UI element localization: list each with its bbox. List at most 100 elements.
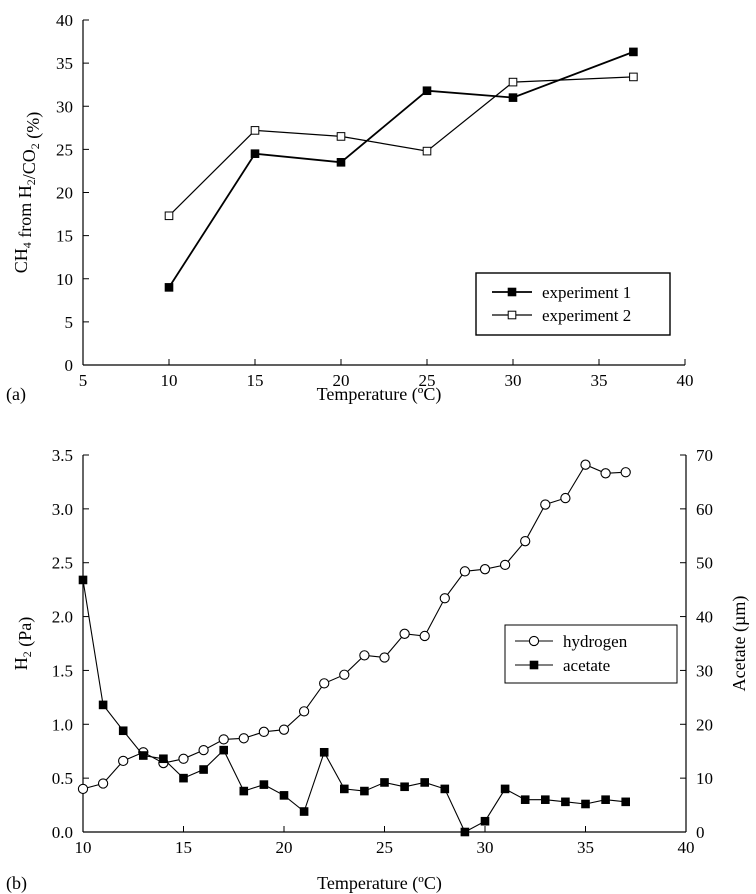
data-point: [439, 593, 450, 604]
data-point: [480, 816, 490, 826]
legend-box: [504, 624, 678, 684]
y2-tick-label: 30: [696, 661, 713, 680]
data-point: [500, 784, 510, 794]
y2-axis-title: Acetate (µm): [729, 596, 750, 692]
data-point: [299, 807, 309, 816]
data-point: [278, 724, 290, 735]
y2-tick-label: 20: [696, 715, 713, 734]
y-tick-label: 0.5: [52, 769, 73, 788]
data-point: [508, 93, 518, 102]
y2-tick-label: 50: [696, 554, 713, 573]
data-point: [520, 795, 530, 804]
x-tick-label: 25: [376, 838, 393, 857]
data-point: [420, 778, 429, 787]
legend-label: experiment 2: [542, 306, 631, 325]
data-point: [560, 492, 571, 504]
data-point: [340, 784, 349, 794]
legend-label: acetate: [563, 656, 610, 675]
data-point: [360, 786, 369, 796]
x-tick-label: 40: [677, 371, 694, 390]
data-point: [629, 47, 638, 57]
data-point: [541, 795, 550, 804]
y-tick-label: 5: [65, 313, 74, 332]
data-point: [336, 158, 346, 167]
y2-tick-label: 10: [696, 769, 713, 788]
y-tick-label: 3.5: [52, 446, 73, 465]
x-tick-label: 20: [333, 371, 350, 390]
chart-b: 0.0 0.5 1.0 1.5 2.0 2.5 3.0 3.5 0 10 20 30 40 50 60 70 1…: [6, 446, 750, 894]
y2-tick-label: 40: [696, 608, 713, 627]
data-point: [422, 146, 432, 156]
data-point: [621, 797, 631, 807]
data-point: [399, 628, 410, 639]
y-tick-label: 0.0: [52, 823, 73, 842]
y-tick-label: 20: [56, 184, 73, 203]
data-point: [198, 744, 209, 756]
data-point: [459, 566, 471, 577]
data-point: [508, 77, 518, 87]
data-point: [77, 783, 89, 795]
y2-tick-label: 70: [696, 446, 713, 465]
data-point: [238, 733, 249, 744]
series-line: [168, 76, 634, 217]
series-line: [82, 464, 626, 790]
legend-marker: [507, 310, 517, 320]
y-tick-label: 1.0: [52, 715, 73, 734]
data-point: [219, 745, 228, 755]
data-point: [164, 283, 174, 292]
legend-label: hydrogen: [563, 632, 628, 651]
y2-tick-label: 0: [696, 823, 705, 842]
data-point: [97, 778, 109, 789]
legend-marker: [528, 635, 540, 647]
data-point: [336, 132, 346, 141]
y-tick-label: 35: [56, 54, 73, 73]
y-tick-label: 15: [56, 227, 73, 246]
data-point: [400, 782, 409, 792]
y-tick-label: 40: [56, 11, 73, 30]
data-point: [199, 765, 208, 774]
data-point: [279, 791, 289, 800]
y-tick-label: 25: [56, 140, 73, 159]
data-point: [419, 630, 430, 642]
y-tick-label: 2.5: [52, 554, 73, 573]
data-point: [380, 778, 389, 787]
data-point: [178, 753, 189, 764]
data-point: [164, 211, 174, 221]
x-tick-label: 40: [678, 838, 695, 857]
series-line: [82, 579, 626, 833]
data-point: [250, 149, 260, 158]
data-point: [258, 726, 270, 737]
x-tick-label: 35: [577, 838, 594, 857]
data-point: [239, 786, 249, 796]
data-point: [460, 827, 470, 837]
data-point: [520, 536, 531, 547]
x-tick-label: 30: [477, 838, 494, 857]
data-point: [561, 797, 570, 807]
data-point: [218, 734, 229, 745]
data-point: [319, 747, 329, 757]
data-point: [620, 467, 631, 478]
data-point: [250, 126, 260, 135]
data-point: [629, 72, 638, 82]
y-tick-label: 30: [56, 97, 73, 116]
data-point: [179, 773, 188, 783]
data-point: [159, 754, 168, 764]
x-tick-label: 20: [276, 838, 293, 857]
legend-marker: [507, 287, 517, 297]
panel-label: (a): [6, 384, 26, 405]
x-tick-label: 25: [419, 371, 436, 390]
data-point: [422, 86, 432, 96]
y-tick-label: 3.0: [52, 500, 73, 519]
x-tick-label: 5: [79, 371, 88, 390]
x-tick-label: 15: [175, 838, 192, 857]
data-point: [78, 575, 88, 585]
data-point: [499, 559, 511, 571]
data-point: [540, 499, 551, 510]
x-tick-label: 30: [505, 371, 522, 390]
y-tick-label: 0: [65, 356, 74, 375]
y2-tick-label: 60: [696, 500, 713, 519]
legend-marker: [529, 660, 539, 670]
data-point: [139, 751, 148, 760]
